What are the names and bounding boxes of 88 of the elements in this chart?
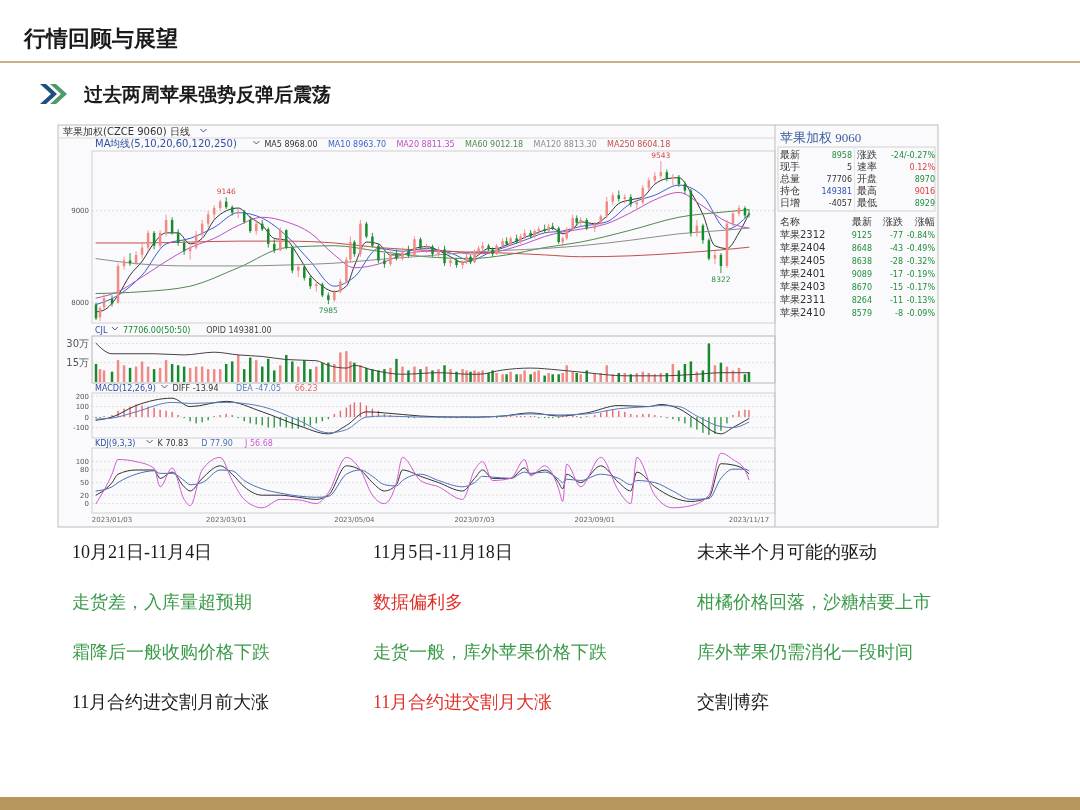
text: 8929 — [914, 199, 935, 208]
text: OPID 149381.00 — [206, 326, 272, 335]
text: 8638 — [851, 257, 872, 266]
text: 11月5日-11月18日 — [373, 542, 513, 562]
text: 苹果2410 — [780, 307, 826, 318]
text: 最新 — [852, 216, 872, 227]
y-tick-label: 15万 — [66, 357, 89, 369]
text: 走货一般，库外苹果价格下跌 — [373, 642, 607, 662]
text: -8 — [895, 309, 903, 318]
text: -17 — [889, 270, 903, 279]
text: 总量 — [779, 173, 800, 184]
text: 8958 — [831, 151, 852, 160]
text: 149381 — [821, 187, 852, 196]
text: 9016 — [914, 187, 935, 196]
text: 9125 — [851, 231, 872, 240]
text: 开盘 — [857, 173, 877, 184]
text: 最高 — [857, 185, 877, 196]
text: 苹果2405 — [780, 255, 826, 266]
text: 苹果加权 9060 — [780, 130, 862, 145]
text: K 70.83 — [157, 439, 189, 448]
text: MA10 8963.70 — [327, 140, 387, 149]
text: -0.13% — [906, 296, 936, 305]
text: 77706 — [826, 175, 852, 184]
text: 9089 — [851, 270, 872, 279]
text: -0.19% — [906, 270, 936, 279]
text: 苹果2403 — [780, 281, 826, 292]
text: -0.32% — [906, 257, 936, 266]
text: 数据偏利多 — [373, 592, 463, 612]
text: -0.09% — [906, 309, 936, 318]
text: -11 — [889, 296, 903, 305]
text: MA60 9012.18 — [465, 140, 524, 149]
text: 0.12% — [909, 163, 936, 172]
text: -4057 — [828, 199, 852, 208]
series-label: DIFF -13.94 — [172, 384, 219, 393]
text: -77 — [889, 231, 903, 240]
text: 5 — [846, 163, 852, 172]
text: -15 — [889, 283, 903, 292]
text: 过去两周苹果强势反弹后震荡 — [83, 83, 331, 105]
y-tick-label: 30万 — [66, 337, 89, 349]
text: MA5 8968.00 — [264, 140, 318, 149]
text: 柑橘价格回落，沙糖桔要上市 — [696, 592, 931, 612]
text: 66.23 — [294, 384, 318, 393]
text: 最新 — [780, 149, 800, 160]
text: 涨跌 — [883, 216, 903, 227]
legend-title: CJL — [95, 326, 108, 335]
text: 速率 — [857, 161, 877, 172]
text: 交割博弈 — [697, 692, 769, 712]
text: -28 — [889, 257, 903, 266]
text: -24/-0.27% — [890, 151, 936, 160]
text: MA120 8813.30 — [533, 140, 597, 149]
text: 8579 — [851, 309, 872, 318]
text: 未来半个月可能的驱动 — [697, 542, 877, 562]
text: 最低 — [857, 197, 877, 208]
text: 11月合约进交割月前大涨 — [72, 692, 270, 712]
text: 行情回顾与展望 — [23, 26, 178, 51]
text: 苹果2401 — [780, 268, 826, 279]
text: -0.84% — [906, 231, 936, 240]
text: -0.17% — [906, 283, 936, 292]
legend-title: KDJ(9,3,3) — [95, 439, 136, 448]
text: 库外苹果仍需消化一段时间 — [697, 642, 913, 662]
text: 日增 — [780, 197, 800, 208]
text: 涨幅 — [915, 216, 935, 227]
text: MA20 8811.35 — [396, 140, 455, 149]
text: MA250 8604.18 — [607, 140, 671, 149]
text: D 77.90 — [201, 439, 233, 448]
text: 8648 — [851, 244, 872, 253]
text: J 56.68 — [244, 439, 273, 448]
text: 苹果2311 — [780, 294, 826, 305]
text: 8670 — [851, 283, 872, 292]
text: 苹果2404 — [780, 242, 826, 253]
text: 苹果2312 — [780, 229, 826, 240]
text: 10月21日-11月4日 — [72, 542, 213, 562]
text: -0.49% — [906, 244, 936, 253]
chart-title: 苹果加权(CZCE 9060) 日线 — [63, 126, 190, 137]
legend-title: MA均线(5,10,20,60,120,250) — [95, 138, 237, 149]
text: 霜降后一般收购价格下跌 — [72, 642, 270, 662]
text: 8970 — [914, 175, 935, 184]
text: 持仓 — [780, 185, 800, 196]
text: 涨跌 — [857, 149, 877, 160]
text: 现手 — [780, 161, 800, 172]
text: 8264 — [851, 296, 872, 305]
text: 77706.00(50:50) — [122, 326, 191, 335]
series-label: DEA -47.05 — [236, 384, 282, 393]
text: 11月合约进交割月大涨 — [373, 692, 553, 712]
legend-title: MACD(12,26,9) — [95, 384, 156, 393]
text: -43 — [889, 244, 903, 253]
text: 名称 — [780, 216, 800, 227]
text: 走货差，入库量超预期 — [72, 592, 252, 612]
